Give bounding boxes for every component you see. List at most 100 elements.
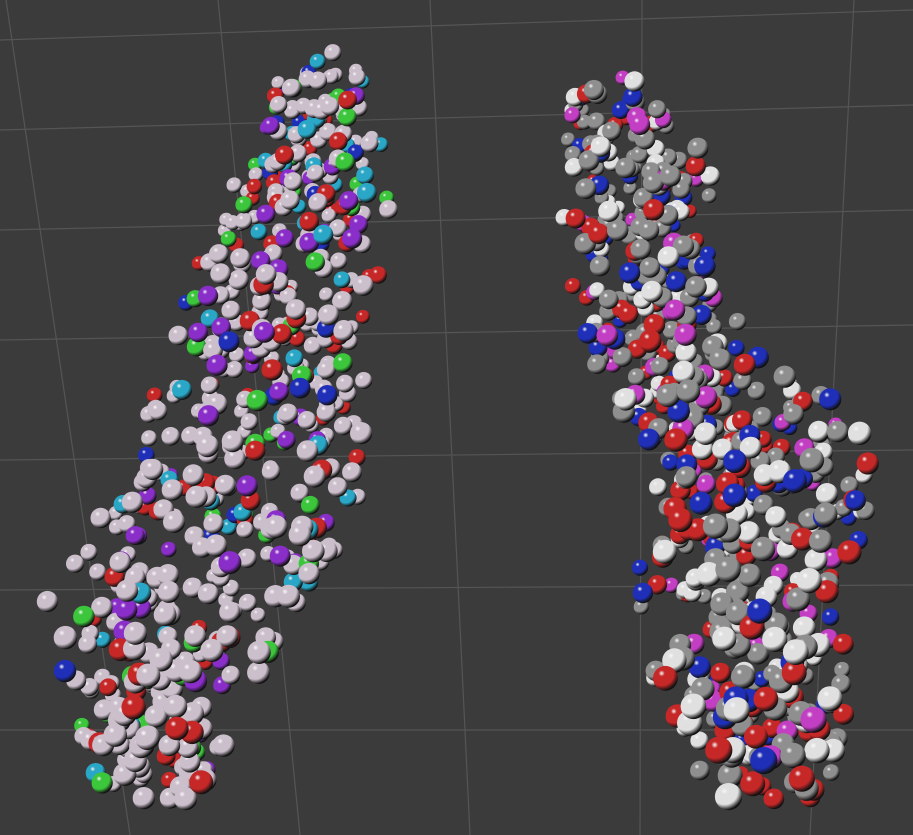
atom-sphere	[632, 560, 648, 576]
atom-sphere	[653, 666, 678, 691]
atom-sphere	[607, 219, 629, 241]
atom-sphere	[723, 484, 747, 508]
atom-sphere	[353, 275, 374, 296]
atom-sphere	[638, 429, 660, 451]
atom-sphere	[200, 639, 223, 662]
atom-sphere	[848, 422, 871, 445]
atom-sphere	[104, 723, 128, 747]
atom-sphere	[54, 626, 77, 649]
atom-sphere	[210, 263, 231, 284]
atom-sphere	[729, 313, 746, 330]
atom-sphere	[222, 666, 241, 685]
atom-sphere	[675, 324, 697, 346]
atom-sphere	[723, 450, 747, 474]
atom-sphere	[587, 354, 607, 374]
atom-sphere	[590, 256, 610, 276]
atom-sphere	[702, 188, 717, 203]
atom-sphere	[78, 635, 97, 654]
atom-sphere	[615, 158, 636, 179]
atom-sphere	[270, 546, 291, 567]
atom-sphere	[161, 427, 180, 446]
atom-sphere	[624, 71, 644, 91]
atom-sphere	[219, 331, 240, 352]
atom-sphere	[91, 508, 111, 528]
atom-sphere	[783, 469, 807, 493]
atom-sphere	[270, 96, 287, 113]
atom-sphere	[317, 360, 336, 379]
atom-sphere	[289, 523, 312, 546]
atom-sphere	[338, 108, 357, 127]
atom-sphere	[239, 594, 257, 612]
atom-sphere	[80, 544, 97, 561]
atom-sphere	[619, 262, 640, 283]
atom-sphere	[262, 462, 280, 480]
atom-sphere	[247, 661, 270, 684]
atom-sphere	[774, 366, 796, 388]
atom-sphere	[275, 146, 294, 165]
atom-sphere	[136, 664, 160, 688]
atom-sphere	[816, 483, 838, 505]
atom-sphere	[780, 743, 805, 768]
atom-sphere	[158, 581, 180, 603]
atom-sphere	[161, 542, 176, 557]
atom-sphere	[628, 368, 645, 385]
atom-sphere	[355, 372, 372, 389]
atom-sphere	[280, 190, 299, 209]
atom-sphere	[308, 193, 327, 212]
atom-sphere	[226, 361, 243, 378]
atom-sphere	[165, 717, 189, 741]
atom-sphere	[307, 165, 324, 182]
atom-sphere	[319, 287, 333, 301]
atom-sphere	[290, 378, 311, 399]
atom-sphere	[641, 281, 663, 303]
atom-sphere	[328, 477, 348, 497]
atom-sphere	[298, 120, 317, 139]
grid-line	[0, 210, 913, 230]
atom-sphere	[215, 475, 236, 496]
atom-sphere	[687, 138, 708, 159]
atom-sphere	[230, 248, 250, 268]
atom-sphere	[286, 299, 307, 320]
atom-sphere	[817, 686, 842, 711]
atom-sphere	[284, 172, 303, 191]
atom-sphere	[639, 220, 660, 241]
atom-sphere	[361, 134, 379, 152]
grid-line	[0, 105, 913, 130]
atom-sphere	[686, 156, 706, 176]
atom-sphere	[277, 585, 300, 608]
atom-sphere	[685, 276, 707, 298]
atom-sphere	[681, 694, 707, 720]
atom-sphere	[282, 79, 301, 98]
atom-sphere	[724, 697, 750, 723]
atom-sphere	[309, 72, 327, 90]
atom-sphere	[209, 244, 229, 264]
atom-sphere	[564, 107, 580, 123]
atom-sphere	[578, 323, 599, 344]
atom-sphere	[662, 454, 678, 470]
atom-sphere	[697, 475, 716, 494]
atom-sphere	[198, 583, 219, 604]
atom-sphere	[734, 354, 756, 376]
atom-sphere	[116, 599, 138, 621]
atom-sphere	[690, 492, 713, 515]
atom-sphere	[631, 239, 652, 260]
atom-sphere	[286, 349, 304, 367]
atom-sphere	[265, 515, 288, 538]
atom-sphere	[565, 278, 581, 294]
atom-sphere	[664, 428, 687, 451]
atom-sphere	[256, 264, 277, 285]
atom-sphere	[218, 551, 241, 574]
atom-sphere	[198, 405, 219, 426]
molecule-left[interactable]	[37, 44, 398, 810]
atom-sphere	[162, 479, 183, 500]
atom-sphere	[614, 388, 637, 411]
atom-sphere	[254, 322, 275, 343]
atom-sphere	[656, 384, 679, 407]
atom-sphere	[89, 564, 106, 581]
atom-sphere	[247, 179, 262, 194]
atom-sphere	[676, 466, 698, 488]
atom-sphere	[186, 486, 208, 508]
atom-sphere	[116, 580, 138, 602]
